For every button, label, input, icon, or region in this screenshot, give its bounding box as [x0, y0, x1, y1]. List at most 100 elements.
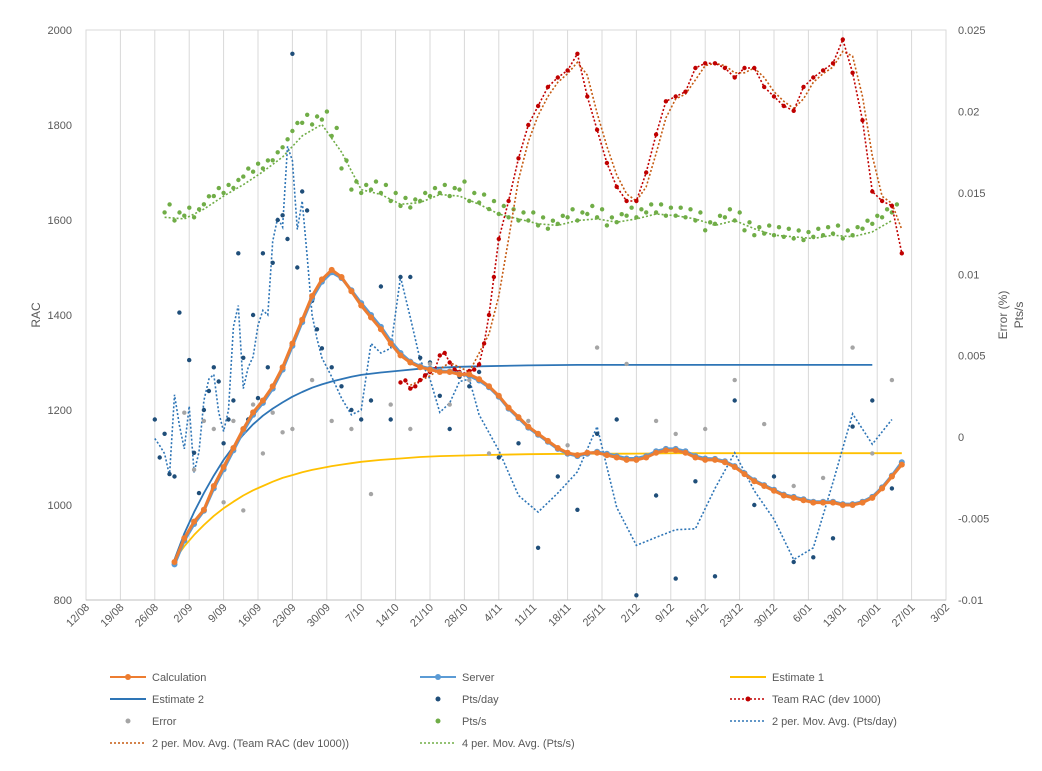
data-point	[732, 377, 737, 383]
data-point	[540, 215, 546, 220]
y-tick-label: 1600	[48, 215, 72, 227]
data-point	[447, 426, 452, 432]
data-point	[270, 158, 275, 163]
data-point	[200, 506, 207, 513]
data-point	[889, 486, 895, 491]
legend-label: 2 per. Mov. Avg. (Pts/day)	[772, 716, 897, 728]
data-point	[884, 207, 890, 212]
data-point	[653, 493, 659, 498]
data-point	[226, 417, 231, 422]
legend-item-team-rac-dev-1000: Team RAC (dev 1000)	[730, 694, 881, 706]
data-point	[780, 492, 787, 499]
data-point	[447, 193, 452, 199]
data-point	[334, 125, 339, 131]
data-point	[373, 179, 379, 184]
data-point	[437, 393, 442, 398]
series-line	[409, 50, 903, 387]
data-point	[472, 367, 477, 372]
data-point	[472, 190, 477, 196]
data-point	[270, 260, 275, 265]
x-tick-label: 28/10	[443, 602, 471, 630]
series-estimate-2	[173, 363, 873, 560]
data-point	[187, 357, 192, 363]
data-point	[495, 392, 502, 399]
x-tick-label: 30/09	[305, 602, 333, 630]
data-point	[865, 218, 870, 223]
y2-tick-label: 0	[958, 432, 964, 444]
data-point	[152, 417, 157, 422]
x-tick-label: 27/01	[890, 602, 918, 630]
data-point	[771, 233, 777, 238]
data-point	[811, 75, 816, 80]
data-point	[850, 345, 855, 350]
data-point	[673, 213, 678, 218]
data-point	[250, 409, 257, 416]
data-point	[721, 459, 728, 466]
data-point	[668, 205, 674, 210]
data-point	[712, 221, 718, 226]
data-point	[791, 559, 796, 565]
data-point	[624, 361, 629, 367]
data-point	[191, 518, 198, 525]
data-point	[796, 228, 801, 233]
data-point	[703, 426, 708, 432]
data-point	[653, 449, 660, 456]
series-team-rac-dev-1000	[398, 37, 904, 391]
data-point	[496, 211, 501, 217]
legend-item-error: Error	[125, 716, 177, 728]
data-point	[575, 51, 580, 56]
data-point	[644, 210, 649, 215]
data-point	[688, 207, 693, 212]
data-point	[467, 198, 472, 204]
data-point	[811, 555, 816, 560]
data-point	[457, 187, 462, 192]
data-point	[172, 218, 177, 223]
data-point	[447, 360, 452, 365]
data-point	[623, 456, 630, 463]
series-pts-s	[162, 109, 900, 243]
data-point	[236, 177, 241, 183]
data-point	[467, 384, 472, 389]
data-point	[870, 189, 875, 194]
data-point	[408, 426, 413, 432]
data-point	[761, 483, 768, 489]
data-point	[295, 120, 300, 126]
data-point	[476, 362, 482, 367]
data-point	[191, 450, 197, 455]
data-point	[211, 365, 216, 370]
data-point	[177, 210, 182, 215]
data-point	[673, 576, 678, 581]
y-axis-title: RAC	[29, 302, 43, 328]
data-point	[535, 103, 541, 109]
data-point	[835, 223, 841, 228]
data-point	[407, 359, 414, 366]
legend-item-server: Server	[420, 672, 495, 684]
data-point	[506, 215, 511, 220]
data-point	[436, 369, 443, 375]
data-point	[349, 426, 354, 432]
x-tick-label: 3/02	[928, 602, 952, 626]
data-point	[427, 361, 433, 367]
data-point	[521, 210, 526, 215]
data-point	[801, 237, 806, 243]
data-point	[221, 500, 226, 505]
data-point	[452, 185, 457, 191]
data-point	[698, 210, 703, 215]
data-point	[211, 193, 216, 199]
data-point	[899, 251, 904, 256]
data-point	[290, 426, 295, 432]
data-point	[516, 218, 521, 223]
data-point	[545, 226, 551, 231]
data-point	[550, 218, 556, 223]
legend-item-estimate-1: Estimate 1	[730, 672, 824, 684]
legend-marker	[125, 674, 131, 680]
data-point	[241, 174, 246, 179]
data-point	[673, 431, 678, 437]
data-point	[265, 158, 271, 163]
y-tick-label: 1400	[48, 310, 72, 322]
data-point	[177, 310, 182, 315]
axis-titles: RAC Error (%) Pts/s	[29, 291, 1026, 340]
data-point	[446, 369, 453, 375]
x-tick-label: 7/10	[344, 602, 368, 626]
data-point	[525, 423, 532, 430]
